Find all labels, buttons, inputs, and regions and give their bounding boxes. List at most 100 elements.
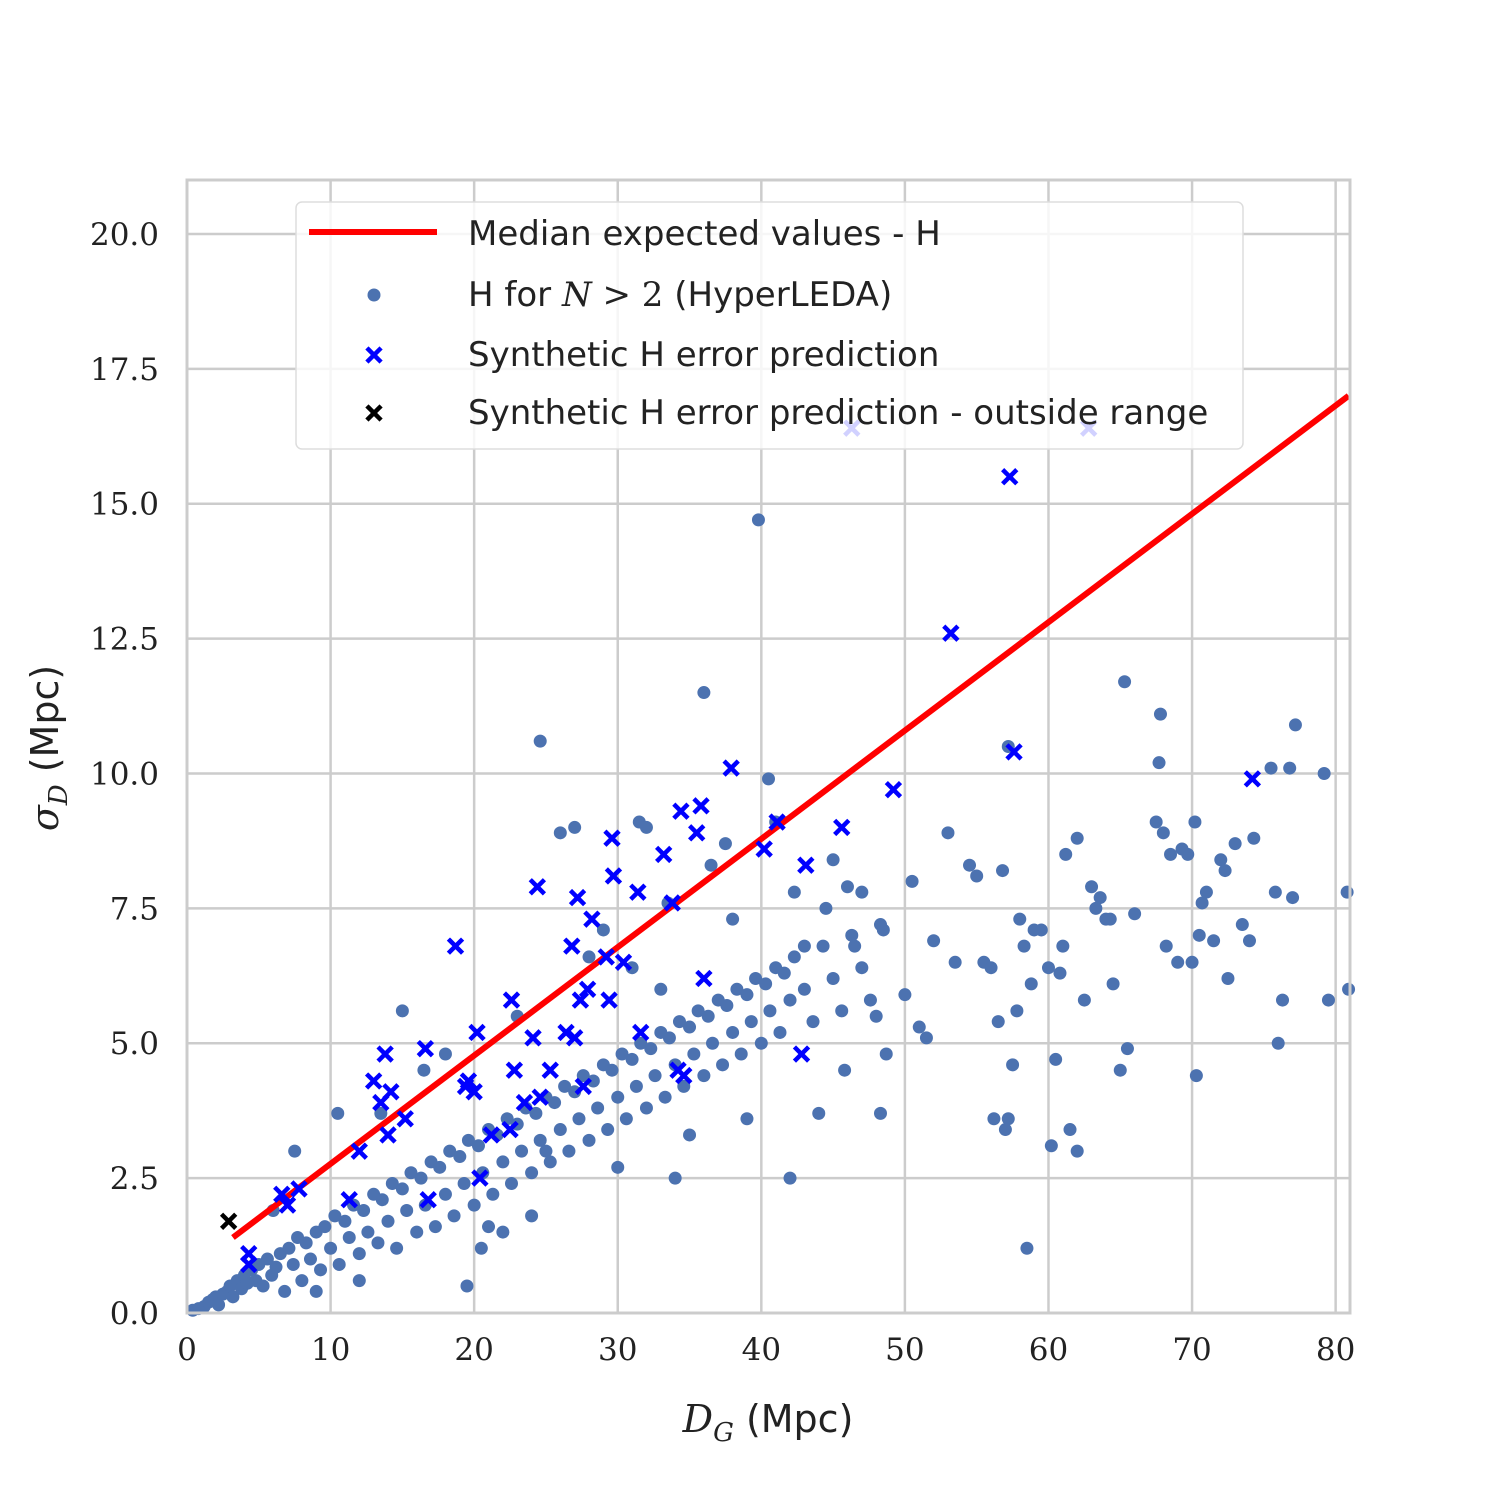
data-point-hyperleda	[1006, 1058, 1020, 1072]
legend-entry-hyperleda-var: N	[561, 275, 593, 315]
data-point-hyperleda	[352, 1247, 366, 1261]
data-point-hyperleda	[447, 1209, 461, 1223]
data-point-hyperleda	[582, 950, 596, 964]
data-point-hyperleda	[687, 1047, 701, 1061]
data-point-hyperleda	[443, 1144, 457, 1158]
data-point-hyperleda	[797, 982, 811, 996]
data-point-synthetic	[376, 1045, 394, 1063]
y-axis-subscript: D	[44, 784, 74, 806]
data-point-synthetic-stroke-b	[583, 910, 601, 928]
data-point-synthetic-stroke-b	[482, 1126, 501, 1144]
data-point-hyperleda	[963, 858, 977, 872]
data-point-hyperleda	[855, 961, 869, 975]
legend-dot-swatch	[367, 288, 381, 302]
data-point-hyperleda	[338, 1214, 352, 1228]
data-point-hyperleda	[1113, 1063, 1127, 1077]
legend-cross-black-stroke-b	[365, 404, 383, 422]
data-point-synthetic-stroke-b	[379, 1126, 397, 1144]
data-point-hyperleda	[361, 1225, 375, 1239]
data-point-synthetic	[350, 1142, 368, 1160]
x-tick-label: 50	[885, 1332, 924, 1368]
data-point-hyperleda	[374, 1106, 388, 1120]
data-point-hyperleda	[318, 1220, 332, 1234]
data-point-hyperleda	[1264, 761, 1278, 775]
data-point-hyperleda	[701, 1009, 715, 1023]
data-point-hyperleda	[1171, 955, 1185, 969]
data-point-hyperleda	[783, 993, 797, 1007]
data-point-synthetic	[833, 818, 851, 837]
data-point-hyperleda	[876, 923, 890, 937]
data-point-synthetic-stroke-b	[722, 759, 740, 777]
data-point-synthetic-stroke-b	[382, 1083, 400, 1101]
legend-entry-hyperleda-post: (HyperLEDA)	[663, 275, 892, 315]
data-point-synthetic-stroke-b	[768, 813, 786, 831]
data-point-synthetic	[571, 991, 590, 1009]
data-point-hyperleda	[586, 1074, 600, 1088]
data-point-synthetic-stroke-b	[884, 780, 903, 799]
y-tick-label: 7.5	[110, 891, 159, 927]
data-point-hyperleda	[400, 1203, 414, 1217]
data-point-hyperleda	[605, 1063, 619, 1077]
data-point-hyperleda	[486, 1187, 500, 1201]
data-point-synthetic	[688, 824, 706, 842]
data-point-synthetic	[578, 980, 597, 998]
data-point-synthetic-stroke-b	[505, 1061, 524, 1079]
legend-entry-hyperleda-math: > 2	[592, 275, 664, 315]
data-point-hyperleda	[1070, 831, 1084, 845]
data-point-synthetic	[655, 845, 673, 864]
data-point-synthetic	[446, 937, 465, 955]
data-point-hyperleda	[1053, 966, 1067, 980]
data-point-synthetic	[755, 840, 773, 858]
data-point-synthetic-stroke-b	[692, 797, 710, 815]
legend-frame	[295, 201, 1244, 450]
data-point-synthetic	[468, 1023, 486, 1042]
data-point-synthetic-stroke-b	[675, 1066, 693, 1085]
data-point-hyperleda	[991, 1015, 1005, 1029]
data-point-hyperleda	[539, 1144, 553, 1158]
data-point-hyperleda	[848, 939, 862, 953]
data-point-hyperleda	[898, 988, 912, 1002]
data-point-hyperleda	[433, 1160, 447, 1174]
legend-entry-hyperleda-pre: H for	[468, 275, 562, 315]
data-point-hyperleda	[672, 1015, 686, 1029]
data-point-hyperleda	[1283, 761, 1297, 775]
data-point-hyperleda	[987, 1112, 1001, 1126]
data-point-synthetic	[531, 1088, 549, 1106]
data-point-hyperleda	[697, 686, 711, 700]
data-point-synthetic	[482, 1126, 501, 1144]
data-point-hyperleda	[286, 1257, 300, 1271]
data-point-hyperleda	[639, 1101, 653, 1115]
data-point-synthetic-stroke-b	[565, 1029, 584, 1047]
data-point-synthetic-stroke-b	[597, 948, 615, 966]
data-point-hyperleda	[912, 1020, 926, 1034]
data-point-synthetic	[273, 1185, 291, 1203]
data-point-hyperleda	[996, 864, 1010, 878]
data-point-synthetic	[768, 813, 786, 831]
data-point-hyperleda	[309, 1284, 323, 1298]
x-tick-label: 30	[598, 1332, 637, 1368]
data-point-synthetic	[1005, 743, 1023, 761]
data-point-hyperleda	[998, 1123, 1012, 1137]
data-point-hyperleda	[529, 1106, 543, 1120]
data-point-hyperleda	[269, 1260, 283, 1274]
y-tick-label: 2.5	[110, 1161, 159, 1197]
legend-entry-outside: Synthetic H error prediction - outside r…	[468, 393, 1208, 433]
data-point-hyperleda	[582, 1133, 596, 1147]
data-point-hyperleda	[718, 837, 732, 851]
data-point-hyperleda	[615, 1047, 629, 1061]
data-point-synthetic	[278, 1196, 297, 1214]
data-point-hyperleda	[740, 1112, 754, 1126]
data-point-hyperleda	[381, 1214, 395, 1228]
data-point-synthetic-stroke-b	[273, 1185, 291, 1203]
data-point-synthetic	[565, 1029, 584, 1047]
data-point-hyperleda	[461, 1133, 475, 1147]
data-point-synthetic-stroke-b	[290, 1180, 308, 1198]
data-point-synthetic	[528, 878, 547, 896]
data-point-hyperleda	[1010, 1004, 1024, 1018]
data-point-hyperleda	[390, 1241, 404, 1255]
data-point-hyperleda	[1276, 993, 1290, 1007]
data-point-hyperleda	[1218, 864, 1232, 878]
data-point-synthetic	[574, 1077, 592, 1096]
data-point-hyperleda	[619, 1112, 633, 1126]
data-point-hyperleda	[1056, 939, 1070, 953]
